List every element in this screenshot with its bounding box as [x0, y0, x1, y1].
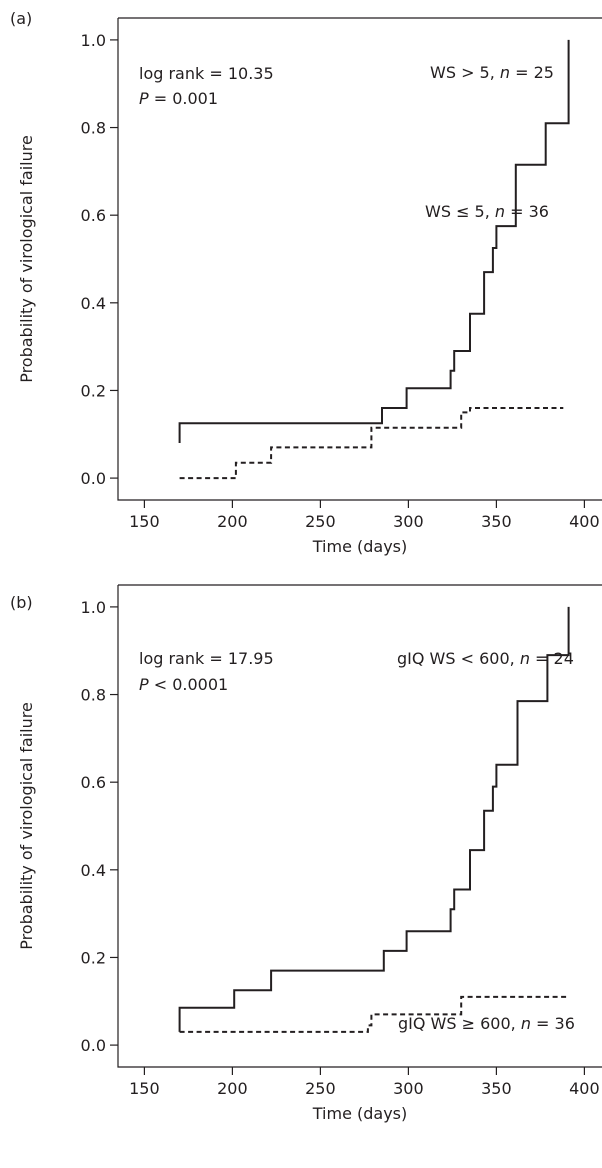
x-tick-label: 400 — [569, 1079, 600, 1098]
y-tick-label: 0.4 — [81, 294, 106, 313]
panel-label: (a) — [10, 9, 32, 28]
series-line-dashed — [179, 407, 564, 480]
x-tick-label: 200 — [217, 512, 248, 531]
series-label-dashed-part: = 36 — [531, 1014, 575, 1033]
axis-frame — [117, 585, 602, 1068]
series-label-solid-italic: n — [500, 63, 510, 82]
y-tick-label: 0.2 — [81, 381, 106, 400]
x-tick-label: 250 — [305, 1079, 336, 1098]
series-label-solid-part: gIQ WS < 600, — [397, 649, 520, 668]
log-rank-stat: log rank = 10.35 — [139, 64, 274, 83]
series-label-solid-part: = 24 — [530, 649, 574, 668]
y-tick-label: 0.4 — [81, 861, 106, 880]
x-tick-label: 300 — [393, 1079, 424, 1098]
y-axis-label: Probability of virological failure — [17, 702, 36, 950]
chart-panel-a: (a) 0.0 0.2 0.4 0.6 0.8 1.0 150 200 250 300 350 400 T… — [10, 9, 602, 556]
p-value-stat-italic: P — [139, 89, 149, 108]
x-tick-label: 300 — [393, 512, 424, 531]
y-tick-label: 0.0 — [81, 469, 106, 488]
y-tick-label: 1.0 — [81, 598, 106, 617]
series-label-solid-part: WS > 5, — [430, 63, 500, 82]
x-tick-label: 250 — [305, 512, 336, 531]
series-line-dashed — [179, 995, 569, 1033]
series-label-solid-italic: n — [520, 649, 530, 668]
y-tick-label: 0.6 — [81, 773, 106, 792]
p-value-stat-italic: P — [139, 675, 149, 694]
series-label-solid: WS > 5, n = 25 — [430, 63, 554, 82]
series-label-dashed-part: = 36 — [505, 202, 549, 221]
y-tick-label: 0.8 — [81, 686, 106, 705]
series-label-dashed-italic: n — [495, 202, 505, 221]
series-label-dashed-italic: n — [521, 1014, 531, 1033]
y-tick-label: 0.8 — [81, 119, 106, 138]
x-tick-label: 200 — [217, 1079, 248, 1098]
series-line-solid — [178, 606, 570, 1032]
series-label-dashed: gIQ WS ≥ 600, n = 36 — [398, 1014, 575, 1033]
chart-panel-b: (b) 0.0 0.2 0.4 0.6 0.8 1.0 150 200 250 300 350 400 T… — [10, 584, 602, 1123]
x-axis-label: Time (days) — [312, 537, 408, 556]
x-tick-label: 150 — [129, 512, 160, 531]
p-value-stat-part: = 0.001 — [149, 89, 218, 108]
x-tick-label: 350 — [481, 1079, 512, 1098]
series-label-dashed: WS ≤ 5, n = 36 — [425, 202, 549, 221]
x-tick-label: 350 — [481, 512, 512, 531]
series-label-dashed-part: WS ≤ 5, — [425, 202, 495, 221]
x-tick-label: 400 — [569, 512, 600, 531]
p-value-stat-part: < 0.0001 — [149, 675, 229, 694]
y-tick-label: 0.0 — [81, 1036, 106, 1055]
y-axis-label: Probability of virological failure — [17, 135, 36, 383]
series-line-solid — [178, 39, 570, 443]
y-tick-label: 0.2 — [81, 948, 106, 967]
y-tick-label: 1.0 — [81, 31, 106, 50]
x-axis-label: Time (days) — [312, 1104, 408, 1123]
axis-frame — [117, 18, 602, 501]
p-value-stat: P < 0.0001 — [139, 675, 228, 694]
series-label-dashed-part: gIQ WS ≥ 600, — [398, 1014, 521, 1033]
panel-label: (b) — [10, 593, 33, 612]
y-tick-label: 0.6 — [81, 206, 106, 225]
x-tick-label: 150 — [129, 1079, 160, 1098]
log-rank-stat: log rank = 17.95 — [139, 649, 274, 668]
series-label-solid: gIQ WS < 600, n = 24 — [397, 649, 574, 668]
p-value-stat: P = 0.001 — [139, 89, 218, 108]
series-label-solid-part: = 25 — [510, 63, 554, 82]
